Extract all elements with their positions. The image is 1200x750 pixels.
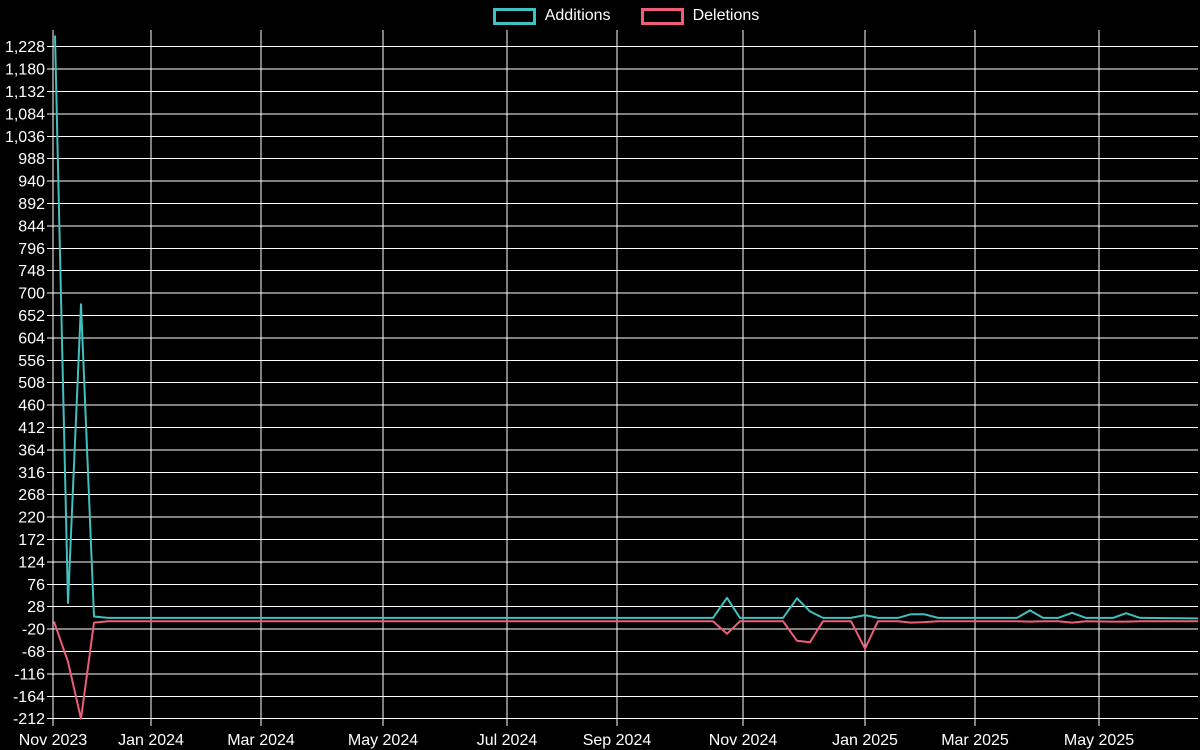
x-tick-label: Sep 2024 bbox=[583, 732, 652, 749]
legend-item-deletions[interactable]: Deletions bbox=[640, 7, 760, 25]
y-tick-label: 700 bbox=[18, 286, 45, 303]
legend-label-deletions: Deletions bbox=[692, 7, 760, 24]
y-tick-label: 1,228 bbox=[5, 39, 45, 56]
y-tick-label: 1,084 bbox=[5, 106, 45, 123]
y-tick-label: 508 bbox=[18, 375, 45, 392]
legend-label-additions: Additions bbox=[544, 7, 611, 24]
y-tick-label: 220 bbox=[18, 510, 45, 527]
y-tick-label: 268 bbox=[18, 487, 45, 504]
y-tick-label: 1,036 bbox=[5, 129, 45, 146]
chart-legend: Additions Deletions bbox=[26, 7, 1200, 25]
y-tick-label: 844 bbox=[18, 218, 45, 235]
y-tick-label: 652 bbox=[18, 308, 45, 325]
x-tick-label: May 2025 bbox=[1064, 732, 1134, 749]
y-tick-label: 556 bbox=[18, 353, 45, 370]
series-line-additions bbox=[54, 35, 1199, 620]
y-tick-label: 124 bbox=[18, 554, 45, 571]
x-tick-label: Mar 2025 bbox=[941, 732, 1009, 749]
y-tick-label: 892 bbox=[18, 196, 45, 213]
x-tick-label: Jan 2024 bbox=[118, 732, 184, 749]
x-tick-label: Jul 2024 bbox=[477, 732, 538, 749]
y-tick-label: -164 bbox=[13, 689, 45, 706]
x-tick-label: Jan 2025 bbox=[832, 732, 898, 749]
y-tick-label: 940 bbox=[18, 174, 45, 191]
y-tick-label: 748 bbox=[18, 263, 45, 280]
y-tick-label: 364 bbox=[18, 442, 45, 459]
y-tick-label: 28 bbox=[27, 599, 45, 616]
y-tick-label: -20 bbox=[22, 622, 45, 639]
y-tick-label: 1,132 bbox=[5, 84, 45, 101]
y-tick-label: 316 bbox=[18, 465, 45, 482]
x-tick-label: Nov 2024 bbox=[709, 732, 778, 749]
y-tick-label: -212 bbox=[13, 711, 45, 728]
additions-swatch-icon bbox=[492, 7, 536, 25]
y-tick-label: -116 bbox=[14, 666, 45, 683]
y-tick-label: 460 bbox=[18, 398, 45, 415]
x-tick-label: Nov 2023 bbox=[19, 732, 88, 749]
legend-item-additions[interactable]: Additions bbox=[492, 7, 611, 25]
series-line-deletions bbox=[53, 620, 1198, 720]
y-tick-label: -68 bbox=[22, 644, 45, 661]
deletions-swatch-icon bbox=[640, 7, 684, 25]
y-tick-label: 412 bbox=[18, 420, 45, 437]
y-tick-label: 76 bbox=[27, 577, 45, 594]
y-tick-label: 172 bbox=[18, 532, 45, 549]
x-tick-label: May 2024 bbox=[348, 732, 418, 749]
y-tick-label: 1,180 bbox=[5, 62, 45, 79]
y-tick-label: 604 bbox=[18, 330, 45, 347]
y-tick-label: 988 bbox=[18, 151, 45, 168]
x-tick-label: Mar 2024 bbox=[227, 732, 295, 749]
y-tick-label: 796 bbox=[18, 241, 45, 258]
